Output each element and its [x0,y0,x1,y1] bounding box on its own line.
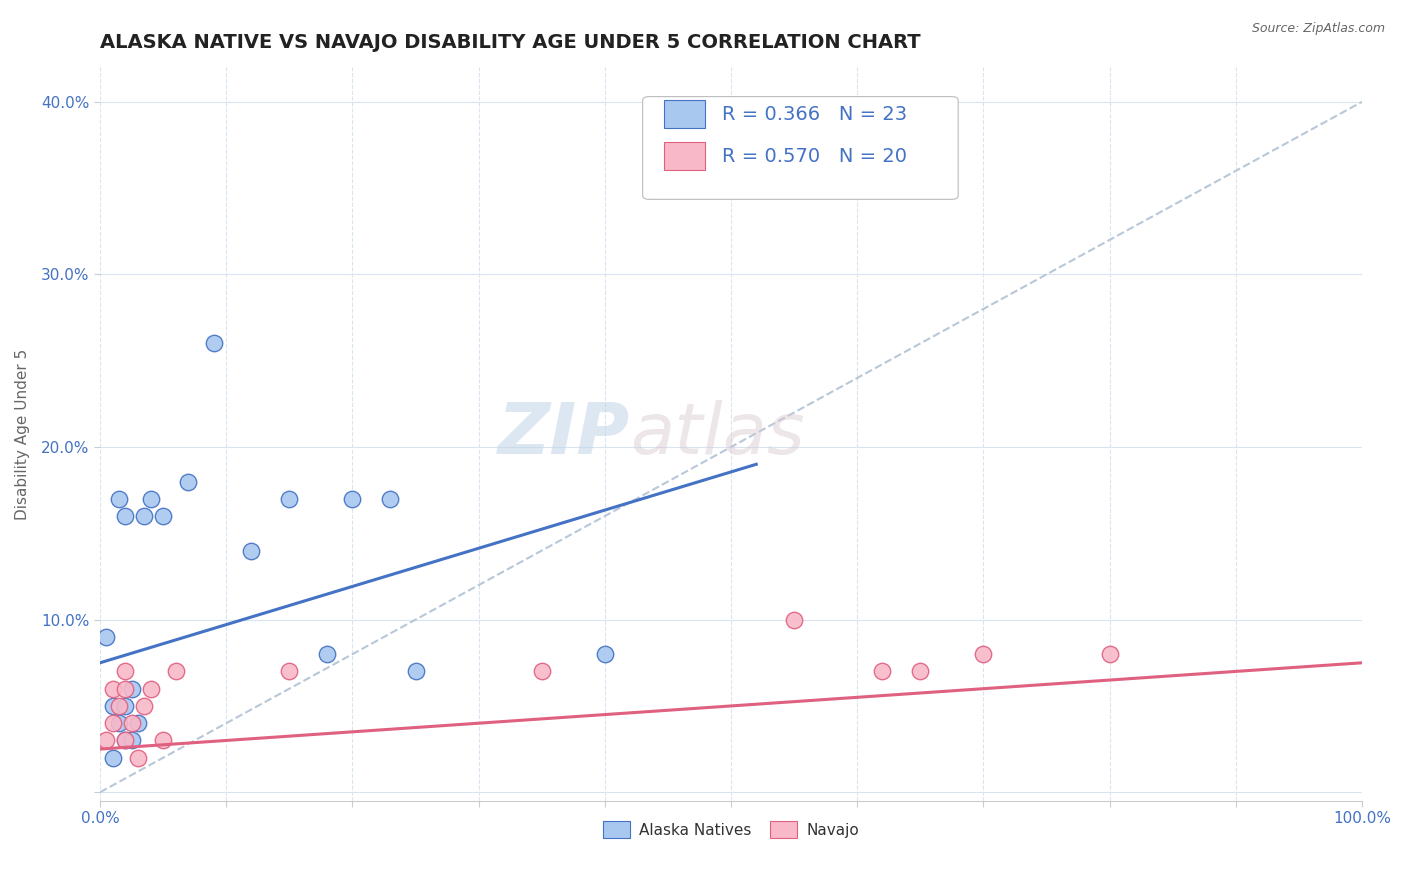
Point [121,733,143,747]
Point [152,509,174,524]
Point [114,509,136,524]
FancyBboxPatch shape [664,142,704,170]
Point [177,475,200,489]
Point [593,647,616,661]
Legend: Alaska Natives, Navajo: Alaska Natives, Navajo [596,814,866,845]
Point [101,716,124,731]
Point [316,647,339,661]
Point [1098,647,1121,661]
Point [108,698,131,713]
Point [139,491,162,506]
Point [134,509,156,524]
Point [972,647,994,661]
Point [101,681,124,696]
Point [114,733,136,747]
Point [152,733,174,747]
Point [121,681,143,696]
Point [114,665,136,679]
Point [114,681,136,696]
Point [872,665,894,679]
Point [127,750,149,764]
Point [405,665,427,679]
Point [134,698,156,713]
Point [783,613,806,627]
Point [278,491,301,506]
Point [342,491,364,506]
Point [96,733,118,747]
Point [127,716,149,731]
Text: R = 0.366   N = 23: R = 0.366 N = 23 [723,104,907,124]
Point [278,665,301,679]
Point [139,681,162,696]
Point [101,750,124,764]
Y-axis label: Disability Age Under 5: Disability Age Under 5 [15,349,30,520]
Point [121,716,143,731]
Point [108,491,131,506]
Text: ZIP: ZIP [498,400,630,468]
Point [96,630,118,644]
Point [108,716,131,731]
Point [202,336,225,351]
Point [380,491,402,506]
Point [101,698,124,713]
FancyBboxPatch shape [643,96,957,199]
Point [114,698,136,713]
Text: R = 0.570   N = 20: R = 0.570 N = 20 [723,146,907,166]
FancyBboxPatch shape [664,100,704,128]
Point [240,543,263,558]
Text: ALASKA NATIVE VS NAVAJO DISABILITY AGE UNDER 5 CORRELATION CHART: ALASKA NATIVE VS NAVAJO DISABILITY AGE U… [100,33,921,52]
Point [114,733,136,747]
Point [910,665,932,679]
Point [530,665,553,679]
Text: Source: ZipAtlas.com: Source: ZipAtlas.com [1251,22,1385,36]
Text: atlas: atlas [630,400,804,468]
Point [165,665,187,679]
